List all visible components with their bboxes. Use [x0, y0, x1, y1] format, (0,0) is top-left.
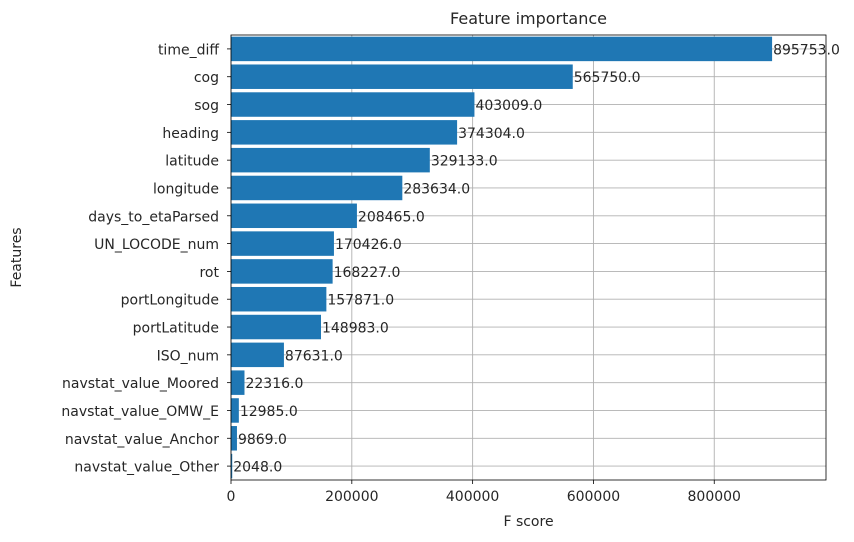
- value-label: 157871.0: [327, 293, 394, 309]
- y-tick-label: navstat_value_Other: [74, 460, 219, 476]
- bar-portLongitude: [231, 286, 327, 312]
- value-label: 374304.0: [458, 126, 525, 142]
- bar-latitude: [231, 147, 430, 173]
- y-tick-label: time_diff: [158, 42, 219, 58]
- bar-navstat_value_OMW_E: [231, 398, 239, 423]
- x-tick-label: 0: [227, 489, 236, 505]
- x-tick-label: 800000: [688, 489, 741, 505]
- bars: [231, 36, 773, 479]
- value-label: 403009.0: [475, 98, 542, 114]
- bar-cog: [231, 64, 573, 89]
- bar-portLatitude: [231, 314, 321, 340]
- value-label: 22316.0: [245, 376, 303, 392]
- bar-heading: [231, 120, 458, 145]
- bar-time_diff: [231, 36, 773, 62]
- bar-sog: [231, 92, 475, 117]
- y-tick-label: rot: [199, 265, 219, 281]
- y-tick-label: sog: [194, 98, 219, 114]
- y-tick-label: UN_LOCODE_num: [94, 237, 219, 253]
- x-tick-label: 400000: [446, 489, 499, 505]
- y-tick-label: portLatitude: [133, 321, 219, 337]
- y-tick-label: latitude: [165, 154, 219, 170]
- value-labels: 895753.0 565750.0 403009.0 374304.0 329133.0…: [233, 42, 840, 475]
- value-label: 895753.0: [773, 42, 840, 58]
- y-tick-label: navstat_value_Moored: [62, 376, 219, 392]
- value-label: 2048.0: [233, 460, 282, 476]
- y-tick-label: navstat_value_Anchor: [65, 432, 219, 448]
- bar-navstat_value_Moored: [231, 370, 245, 395]
- bar-days_to_etaParsed: [231, 203, 357, 229]
- bar-ISO_num: [231, 342, 284, 368]
- y-tick-label: portLongitude: [121, 293, 219, 309]
- value-label: 148983.0: [322, 321, 389, 337]
- value-label: 329133.0: [431, 154, 498, 170]
- chart-title: Feature importance: [450, 9, 607, 28]
- x-tick-labels: 0 200000 400000 600000 800000: [227, 480, 741, 505]
- value-label: 9869.0: [238, 432, 287, 448]
- bar-rot: [231, 259, 333, 284]
- bar-navstat_value_Anchor: [231, 426, 237, 451]
- value-label: 87631.0: [285, 348, 343, 364]
- y-axis-label: Features: [9, 227, 25, 287]
- y-tick-label: longitude: [153, 181, 219, 197]
- value-label: 283634.0: [403, 181, 470, 197]
- x-axis-label: F score: [503, 514, 553, 530]
- y-tick-label: heading: [162, 126, 219, 142]
- value-label: 168227.0: [334, 265, 401, 281]
- value-label: 170426.0: [335, 237, 402, 253]
- bar-longitude: [231, 175, 403, 201]
- bar-navstat_value_Other: [231, 453, 233, 479]
- y-tick-label: navstat_value_OMW_E: [61, 404, 219, 420]
- y-tick-label: days_to_etaParsed: [88, 209, 219, 225]
- y-tick-label: ISO_num: [157, 348, 219, 364]
- y-tick-label: cog: [194, 70, 219, 86]
- x-tick-label: 600000: [567, 489, 620, 505]
- bar-UN_LOCODE_num: [231, 231, 334, 256]
- value-label: 208465.0: [358, 209, 425, 225]
- value-label: 565750.0: [574, 70, 641, 86]
- plot-frame: [230, 34, 827, 481]
- value-label: 12985.0: [240, 404, 298, 420]
- x-tick-label: 200000: [325, 489, 378, 505]
